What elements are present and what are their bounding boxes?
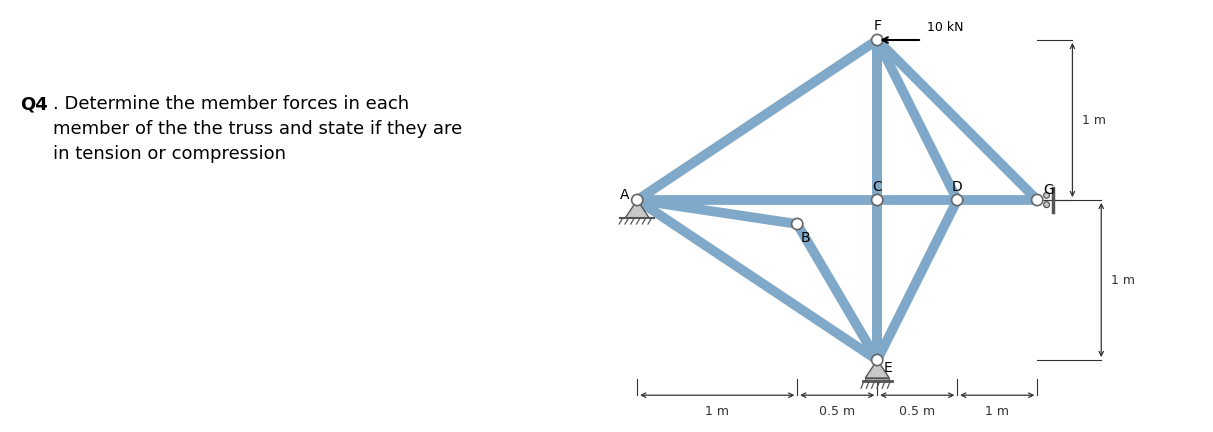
Text: A: A [620, 188, 630, 202]
Text: 1 m: 1 m [1082, 114, 1106, 127]
Circle shape [872, 35, 883, 46]
Text: 1 m: 1 m [705, 405, 729, 418]
Circle shape [792, 219, 803, 229]
Circle shape [1031, 194, 1043, 206]
Text: E: E [884, 361, 893, 375]
Text: Q4: Q4 [21, 95, 49, 113]
Circle shape [872, 354, 883, 365]
Circle shape [952, 194, 963, 206]
Text: F: F [873, 19, 881, 32]
Text: 10 kN: 10 kN [927, 21, 963, 34]
Circle shape [1043, 202, 1049, 208]
Polygon shape [865, 360, 889, 378]
Circle shape [1043, 192, 1049, 198]
Text: G: G [1043, 184, 1054, 197]
Text: 0.5 m: 0.5 m [899, 405, 935, 418]
Bar [865, 378, 889, 381]
Text: C: C [872, 180, 882, 194]
Text: 0.5 m: 0.5 m [819, 405, 855, 418]
Text: 1 m: 1 m [985, 405, 1009, 418]
Text: . Determine the member forces in each
member of the the truss and state if they : . Determine the member forces in each me… [53, 95, 462, 163]
Text: B: B [801, 232, 810, 245]
Text: D: D [952, 180, 963, 194]
Polygon shape [625, 200, 649, 218]
Circle shape [632, 194, 643, 206]
Circle shape [872, 194, 883, 206]
Text: 1 m: 1 m [1111, 273, 1135, 286]
